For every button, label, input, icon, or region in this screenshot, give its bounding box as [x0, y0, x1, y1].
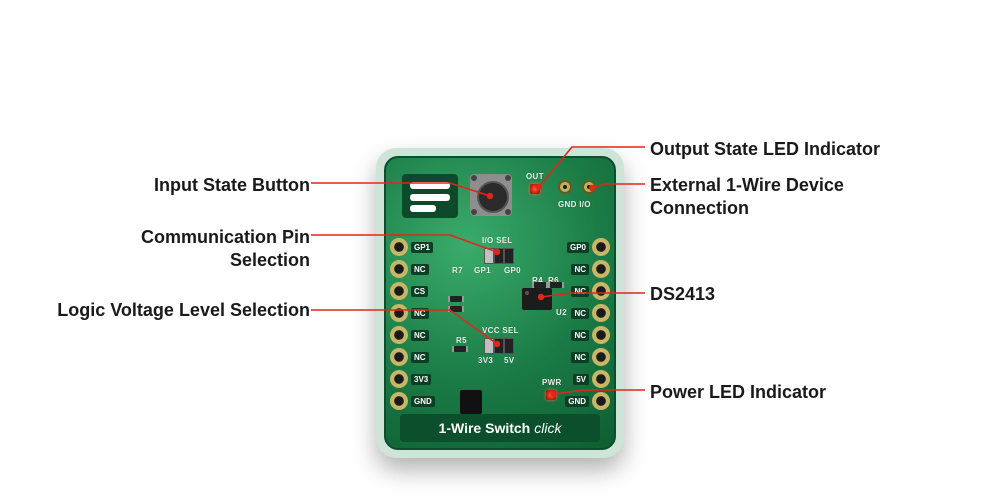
pin-row: GP1 [390, 236, 430, 258]
input-state-button [470, 174, 512, 216]
callout-label: Input State Button [154, 174, 310, 197]
pin-hole [592, 260, 610, 278]
pin-row: NC [570, 302, 610, 324]
ext-onewire-hole-gnd [558, 180, 572, 194]
product-name-bar: 1-Wire Switch click [400, 414, 600, 442]
callout-label: External 1-Wire DeviceConnection [650, 174, 844, 219]
pin-hole [592, 238, 610, 256]
pin-hole [592, 282, 610, 300]
pin-hole [390, 348, 408, 366]
pin-hole [592, 326, 610, 344]
pin-hole [592, 304, 610, 322]
pin-label: NC [411, 264, 429, 275]
r6-passive [550, 282, 562, 288]
pin-label: NC [411, 330, 429, 341]
silk-vcc-sel: VCC SEL [482, 326, 519, 335]
pin-hole [390, 238, 408, 256]
pin-row: NC [390, 258, 430, 280]
pin-row: NC [390, 324, 430, 346]
ext-onewire-hole-io [582, 180, 596, 194]
r5-passive [454, 346, 466, 352]
r4-passive [534, 282, 546, 288]
silk-u2: U2 [556, 308, 567, 317]
pin-header-right: GP0 NC NC NC NC NC 5V GND [570, 236, 610, 412]
regulator-ic [460, 390, 482, 414]
silk-3v3: 3V3 [478, 356, 493, 365]
pin-row: NC [390, 346, 430, 368]
silk-r7: R7 [452, 266, 463, 275]
pin-row: 5V [570, 368, 610, 390]
silk-pwr: PWR [542, 378, 562, 387]
pin-label: GND [411, 396, 435, 407]
callout-label: Communication PinSelection [141, 226, 310, 271]
pin-row: 3V3 [390, 368, 430, 390]
pin-label: GND [565, 396, 589, 407]
pin-label: GP0 [567, 242, 589, 253]
pin-hole [592, 392, 610, 410]
mikroe-logo [402, 174, 458, 218]
pin-hole [592, 370, 610, 388]
pin-label: GP1 [411, 242, 433, 253]
silk-out: OUT [526, 172, 544, 181]
pin-hole [390, 260, 408, 278]
silk-io-sel: I/O SEL [482, 236, 513, 245]
vcc-sel-jumper [484, 338, 514, 354]
pin-hole [390, 304, 408, 322]
silk-gp1: GP1 [474, 266, 491, 275]
pin-label: NC [571, 308, 589, 319]
silk-5v: 5V [504, 356, 514, 365]
pin-row: NC [390, 302, 430, 324]
pin-label: NC [571, 330, 589, 341]
passive-misc2 [450, 306, 462, 312]
pin-label: CS [411, 286, 428, 297]
pin-row: GND [570, 390, 610, 412]
output-led-icon [530, 184, 540, 194]
pin-label: NC [571, 286, 589, 297]
product-name: 1-Wire Switch [439, 420, 531, 436]
power-led-icon [546, 390, 556, 400]
ds2413-chip [522, 288, 552, 310]
pin-header-left: GP1 NC CS NC NC NC 3V3 GND [390, 236, 430, 412]
pin-hole [390, 282, 408, 300]
callout-label: Power LED Indicator [650, 381, 826, 404]
pin-row: NC [570, 346, 610, 368]
pin-hole [390, 370, 408, 388]
pin-row: NC [570, 280, 610, 302]
passive-misc1 [450, 296, 462, 302]
silk-gp0: GP0 [504, 266, 521, 275]
pin-label: NC [411, 352, 429, 363]
pin-label: 3V3 [411, 374, 431, 385]
silk-gnd-io: GND I/O [558, 200, 591, 209]
pin-row: NC [570, 324, 610, 346]
pin-label: NC [571, 264, 589, 275]
pin-hole [592, 348, 610, 366]
pin-row: CS [390, 280, 430, 302]
io-sel-jumper [484, 248, 514, 264]
pin-label: 5V [573, 374, 589, 385]
pin-row: GND [390, 390, 430, 412]
callout-label: DS2413 [650, 283, 715, 306]
pin-hole [390, 326, 408, 344]
pcb-assembly: OUT GND I/O I/O SEL GP1 GP0 R7 R4 R6 U2 … [376, 148, 624, 458]
pin-label: NC [571, 352, 589, 363]
pcb: OUT GND I/O I/O SEL GP1 GP0 R7 R4 R6 U2 … [384, 156, 616, 450]
callout-label: Output State LED Indicator [650, 138, 880, 161]
silk-r5: R5 [456, 336, 467, 345]
pin-hole [390, 392, 408, 410]
pin-row: GP0 [570, 236, 610, 258]
pin-row: NC [570, 258, 610, 280]
product-name-suffix: click [534, 420, 561, 436]
callout-label: Logic Voltage Level Selection [57, 299, 310, 322]
pin-label: NC [411, 308, 429, 319]
